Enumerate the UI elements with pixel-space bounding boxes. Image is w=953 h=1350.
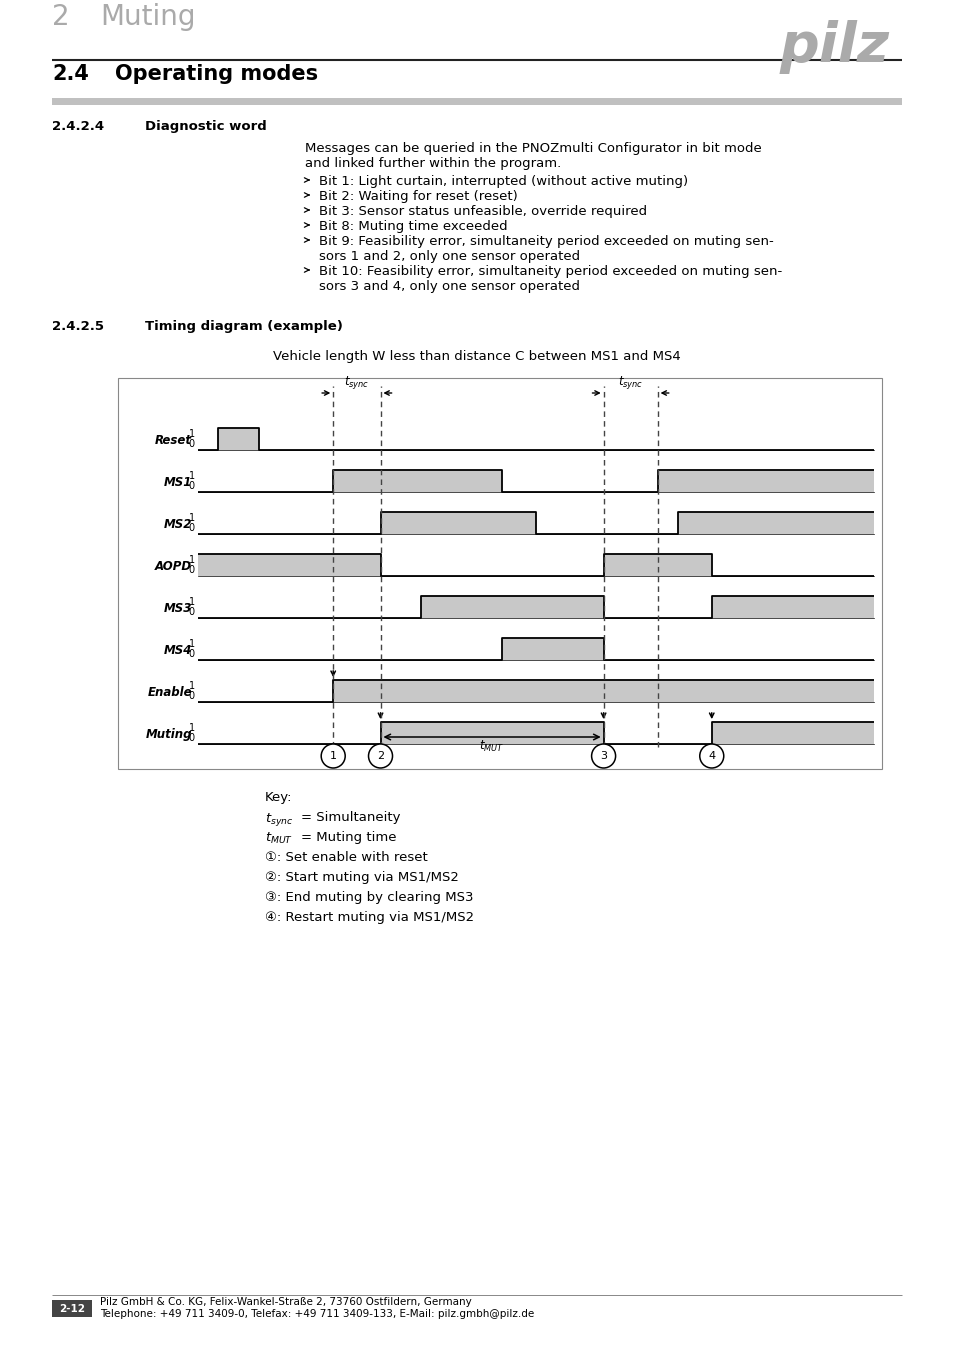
Bar [52, 99, 901, 105]
Text: Operating modes: Operating modes [115, 63, 317, 84]
Text: 1: 1 [189, 724, 194, 733]
Bar [711, 595, 873, 618]
Bar [198, 554, 380, 576]
Text: Diagnostic word: Diagnostic word [145, 120, 267, 134]
Bar [603, 554, 711, 576]
Text: $t_{sync}$: $t_{sync}$ [265, 811, 293, 828]
Text: 1: 1 [189, 555, 194, 566]
Text: 1: 1 [189, 513, 194, 522]
Text: and linked further within the program.: and linked further within the program. [305, 157, 560, 170]
Text: sors 1 and 2, only one sensor operated: sors 1 and 2, only one sensor operated [318, 250, 579, 263]
Text: AOPD: AOPD [154, 560, 192, 572]
Bar [420, 595, 603, 618]
Text: MS4: MS4 [164, 644, 192, 656]
Text: MS2: MS2 [164, 517, 192, 531]
Text: ③: End muting by clearing MS3: ③: End muting by clearing MS3 [265, 891, 473, 904]
Bar [333, 680, 873, 702]
Text: Bit 10: Feasibility error, simultaneity period exceeded on muting sen-: Bit 10: Feasibility error, simultaneity … [318, 265, 781, 278]
Bar [333, 470, 501, 491]
Circle shape [368, 744, 392, 768]
Text: 0: 0 [189, 691, 194, 701]
Text: MS1: MS1 [164, 475, 192, 489]
Text: = Simultaneity: = Simultaneity [301, 811, 400, 824]
Text: $t_{sync}$: $t_{sync}$ [344, 374, 369, 392]
Text: Bit 9: Feasibility error, simultaneity period exceeded on muting sen-: Bit 9: Feasibility error, simultaneity p… [318, 235, 773, 248]
Text: ①: Set enable with reset: ①: Set enable with reset [265, 850, 427, 864]
Text: Bit 1: Light curtain, interrupted (without active muting): Bit 1: Light curtain, interrupted (witho… [318, 176, 687, 188]
Text: Muting: Muting [146, 728, 192, 741]
Text: Key:: Key: [265, 791, 293, 805]
Text: 0: 0 [189, 649, 194, 659]
Text: Muting: Muting [100, 3, 195, 31]
Bar [711, 722, 873, 744]
Text: 1: 1 [189, 680, 194, 691]
Text: pilz: pilz [780, 20, 889, 74]
Text: 2.4: 2.4 [52, 63, 89, 84]
Text: ②: Start muting via MS1/MS2: ②: Start muting via MS1/MS2 [265, 871, 458, 884]
Bar [380, 722, 603, 744]
Text: 2.4.2.5: 2.4.2.5 [52, 320, 104, 333]
Text: sors 3 and 4, only one sensor operated: sors 3 and 4, only one sensor operated [318, 279, 579, 293]
Text: 2: 2 [52, 3, 70, 31]
Text: Bit 3: Sensor status unfeasible, override required: Bit 3: Sensor status unfeasible, overrid… [318, 205, 646, 217]
Bar [657, 470, 873, 491]
Text: 0: 0 [189, 439, 194, 450]
Text: $t_{MUT}$: $t_{MUT}$ [265, 832, 293, 846]
Text: Vehicle length W less than distance C between MS1 and MS4: Vehicle length W less than distance C be… [273, 350, 680, 363]
Text: 2: 2 [376, 751, 384, 761]
Text: MS3: MS3 [164, 602, 192, 614]
Text: $t_{MUT}$: $t_{MUT}$ [479, 738, 504, 755]
Text: = Muting time: = Muting time [301, 832, 396, 844]
Bar [52, 1300, 91, 1318]
Text: 0: 0 [189, 481, 194, 491]
Text: 0: 0 [189, 522, 194, 533]
Text: Timing diagram (example): Timing diagram (example) [145, 320, 342, 333]
FancyBboxPatch shape [118, 378, 882, 770]
Bar [380, 512, 536, 535]
Text: 0: 0 [189, 608, 194, 617]
Text: ④: Restart muting via MS1/MS2: ④: Restart muting via MS1/MS2 [265, 911, 474, 923]
Text: Bit 2: Waiting for reset (reset): Bit 2: Waiting for reset (reset) [318, 190, 517, 202]
Text: Enable: Enable [147, 686, 192, 698]
Text: 1: 1 [189, 597, 194, 608]
Text: 3: 3 [599, 751, 606, 761]
Text: 0: 0 [189, 733, 194, 743]
Text: Messages can be queried in the PNOZmulti Configurator in bit mode: Messages can be queried in the PNOZmulti… [305, 142, 760, 155]
Text: 1: 1 [189, 429, 194, 439]
Text: $t_{sync}$: $t_{sync}$ [618, 374, 642, 392]
Circle shape [700, 744, 723, 768]
Bar [501, 639, 603, 660]
Text: 4: 4 [707, 751, 715, 761]
Text: 0: 0 [189, 566, 194, 575]
Text: Bit 8: Muting time exceeded: Bit 8: Muting time exceeded [318, 220, 507, 234]
Text: Reset: Reset [154, 433, 192, 447]
Text: 1: 1 [330, 751, 336, 761]
Bar [678, 512, 873, 535]
Text: Pilz GmbH & Co. KG, Felix-Wankel-Straße 2, 73760 Ostfildern, Germany: Pilz GmbH & Co. KG, Felix-Wankel-Straße … [100, 1297, 471, 1307]
Circle shape [591, 744, 615, 768]
Text: 2-12: 2-12 [59, 1304, 85, 1314]
Text: Telephone: +49 711 3409-0, Telefax: +49 711 3409-133, E-Mail: pilz.gmbh@pilz.de: Telephone: +49 711 3409-0, Telefax: +49 … [100, 1310, 534, 1319]
Text: 1: 1 [189, 471, 194, 481]
Circle shape [321, 744, 345, 768]
Text: 1: 1 [189, 639, 194, 649]
Bar [218, 428, 258, 450]
Text: 2.4.2.4: 2.4.2.4 [52, 120, 104, 134]
